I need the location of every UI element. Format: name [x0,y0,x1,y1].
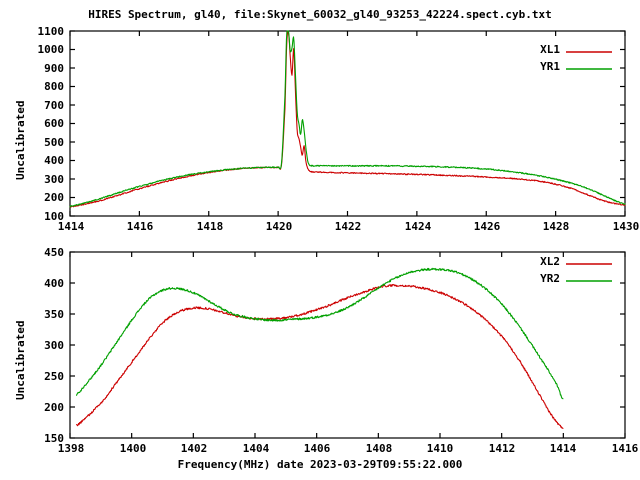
top-x-tick-1430: 1430 [612,220,640,233]
bottom-x-tick-1412: 1412 [488,442,516,455]
series-line-yr2 [76,267,564,400]
top-x-tick-1422: 1422 [334,220,362,233]
top-y-tick-700: 700 [44,99,64,112]
axes-frames [69,30,626,439]
bottom-y-tick-450: 450 [44,246,64,259]
top-x-tick-1418: 1418 [196,220,224,233]
legend-sample-lines [566,51,612,282]
bottom-y-tick-250: 250 [44,370,64,383]
top-y-tick-1000: 1000 [37,43,65,56]
series-line-xl1 [69,30,626,208]
bottom-y-tick-400: 400 [44,277,64,290]
top-y-tick-400: 400 [44,154,64,167]
bottom-x-tick-1416: 1416 [611,442,639,455]
figure-title: HIRES Spectrum, gl40, file:Skynet_60032_… [88,8,552,21]
bottom-x-tick-1414: 1414 [549,442,577,455]
top-x-tick-1420: 1420 [265,220,293,233]
top-x-tick-1414: 1414 [57,220,85,233]
bottom-y-tick-150: 150 [44,432,64,445]
bottom-legend-label-yr2: YR2 [540,272,560,285]
bottom-y-tick-300: 300 [44,339,64,352]
top-x-tick-1416: 1416 [126,220,154,233]
top-panel-frame [69,30,626,217]
top-x-tick-1426: 1426 [473,220,501,233]
top-legend-label-xl1: XL1 [540,43,560,56]
bottom-y-tick-200: 200 [44,401,64,414]
bottom-panel-frame [69,251,626,439]
top-panel-series [69,30,626,208]
top-legend-label-yr1: YR1 [540,60,560,73]
top-y-tick-200: 200 [44,191,64,204]
bottom-x-tick-1398: 1398 [57,442,85,455]
axis-ticks [69,30,626,439]
bottom-y-tick-350: 350 [44,308,64,321]
series-line-xl2 [76,283,564,429]
bottom-legend-label-xl2: XL2 [540,255,560,268]
bottom-panel-series [76,267,564,429]
bottom-x-tick-1400: 1400 [119,442,147,455]
top-y-tick-100: 100 [44,210,64,223]
top-x-tick-1424: 1424 [404,220,432,233]
top-x-tick-1428: 1428 [542,220,570,233]
series-line-yr1 [69,30,626,208]
bottom-x-tick-1406: 1406 [303,442,331,455]
bottom-x-tick-1402: 1402 [180,442,208,455]
top-y-tick-500: 500 [44,136,64,149]
top-y-tick-1100: 1100 [37,25,65,38]
top-y-tick-800: 800 [44,80,64,93]
top-y-tick-600: 600 [44,117,64,130]
top-y-tick-300: 300 [44,173,64,186]
bottom-x-tick-1404: 1404 [242,442,270,455]
top-y-tick-900: 900 [44,62,64,75]
x-axis-label: Frequency(MHz) date 2023-03-29T09:55:22.… [177,458,463,471]
bottom-x-tick-1408: 1408 [365,442,393,455]
bottom-x-tick-1410: 1410 [426,442,454,455]
